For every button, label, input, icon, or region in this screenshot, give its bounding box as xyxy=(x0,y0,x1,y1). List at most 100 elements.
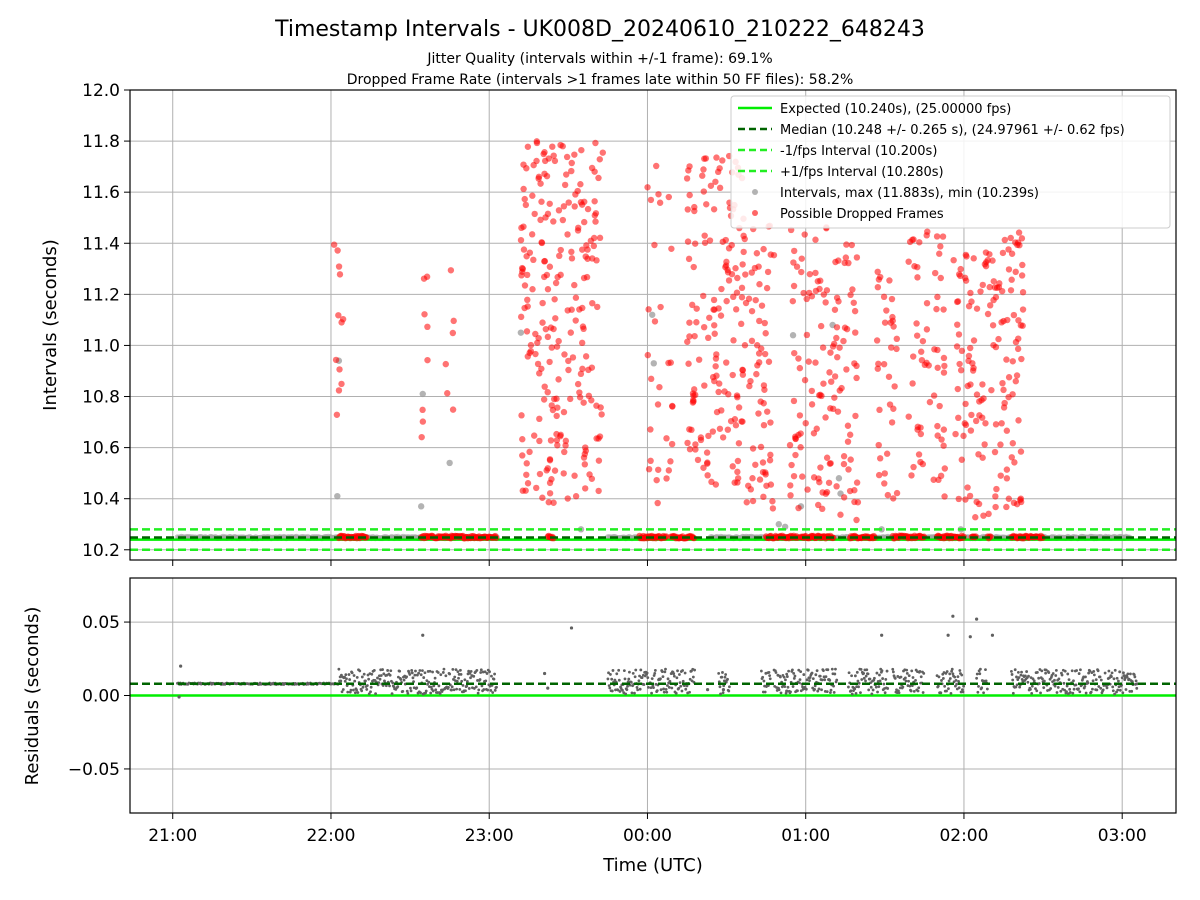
dropped-frame-point xyxy=(567,395,574,403)
residual-point xyxy=(413,673,417,677)
dropped-frame-point xyxy=(967,381,974,388)
dropped-frame-point xyxy=(970,255,977,262)
dropped-frame-point xyxy=(655,466,662,473)
residual-point xyxy=(1091,679,1095,683)
residual-point xyxy=(453,675,457,679)
residual-point xyxy=(1133,675,1137,679)
residual-point xyxy=(409,686,412,690)
residual-point xyxy=(623,677,627,681)
residual-point xyxy=(1040,669,1044,673)
dropped-frame-point xyxy=(554,442,561,449)
dropped-frame-point xyxy=(962,496,969,503)
dropped-frame-point xyxy=(1014,345,1022,353)
dropped-frame-point xyxy=(735,440,743,447)
residual-point xyxy=(1015,675,1018,679)
residual-point xyxy=(625,688,629,692)
residual-point xyxy=(426,682,429,686)
residual-point xyxy=(1011,678,1015,682)
residual-point xyxy=(663,670,667,674)
residual-point xyxy=(958,669,962,672)
dropped-frame-point xyxy=(1000,386,1007,394)
dropped-frame-point xyxy=(957,367,965,374)
dropped-frame-point xyxy=(800,289,807,297)
dropped-frame-point xyxy=(979,381,986,388)
residual-point xyxy=(897,691,901,695)
dropped-frame-point xyxy=(685,360,692,367)
dropped-frame-point xyxy=(962,400,969,408)
residual-point xyxy=(1077,672,1081,675)
dropped-frame-point xyxy=(769,505,777,512)
residual-point xyxy=(914,679,917,682)
residual-point xyxy=(718,685,722,689)
dropped-frame-point xyxy=(908,472,915,479)
residual-point xyxy=(1019,673,1023,677)
dropped-frame-point xyxy=(538,239,546,247)
dropped-frame-point xyxy=(702,155,710,162)
dropped-frame-point xyxy=(827,460,834,467)
dropped-frame-point xyxy=(806,270,814,278)
dropped-frame-point xyxy=(793,263,801,270)
residual-point xyxy=(871,688,875,692)
dropped-frame-point xyxy=(541,257,549,265)
dropped-frame-point xyxy=(875,360,882,368)
residual-point xyxy=(951,672,955,676)
dropped-frame-point xyxy=(564,231,571,238)
dropped-frame-point xyxy=(419,406,426,414)
residual-point xyxy=(467,687,471,690)
dropped-frame-point xyxy=(973,305,981,312)
dropped-frame-point xyxy=(544,210,552,218)
residual-point xyxy=(610,689,614,693)
residual-point xyxy=(961,690,965,694)
dropped-frame-point xyxy=(1003,356,1010,363)
dropped-frame-point xyxy=(526,448,533,456)
residual-point xyxy=(862,671,866,675)
dropped-frame-point xyxy=(1007,287,1015,294)
dropped-frame-point xyxy=(550,152,557,159)
dropped-frame-point xyxy=(757,443,765,451)
residual-point xyxy=(381,668,384,671)
dropped-frame-point xyxy=(796,412,804,419)
dropped-frame-point xyxy=(564,495,571,502)
dropped-frame-point xyxy=(749,445,757,452)
dropped-frame-point xyxy=(844,422,852,429)
dropped-frame-point xyxy=(831,306,839,313)
residual-point xyxy=(796,689,799,693)
interval-point xyxy=(649,311,656,318)
dropped-frame-point xyxy=(551,157,559,165)
dropped-frame-point xyxy=(568,306,575,313)
dropped-frame-point xyxy=(843,366,850,373)
dropped-frame-point xyxy=(334,247,341,254)
dropped-frame-point xyxy=(812,236,819,243)
dropped-frame-point xyxy=(576,306,583,313)
dropped-frame-point xyxy=(653,476,660,484)
residual-point xyxy=(957,680,960,683)
residual-point xyxy=(785,689,789,693)
dropped-frame-point xyxy=(823,488,831,496)
residual-point xyxy=(721,688,726,692)
dropped-frame-point xyxy=(888,419,896,426)
residual-point xyxy=(482,688,486,691)
dropped-frame-point xyxy=(741,235,748,243)
dropped-frame-point xyxy=(767,419,774,426)
dropped-frame-point xyxy=(913,332,921,339)
dropped-frame-point xyxy=(964,484,971,491)
dropped-frame-point xyxy=(569,354,577,361)
dropped-frame-point xyxy=(962,421,970,429)
dropped-frame-point xyxy=(852,329,859,336)
residual-point xyxy=(820,678,824,682)
residual-point xyxy=(1068,687,1072,691)
residual-point xyxy=(1070,669,1074,673)
dropped-frame-point xyxy=(755,410,762,417)
dropped-frame-point xyxy=(651,241,658,249)
residual-point xyxy=(813,684,817,688)
dropped-frame-point xyxy=(934,293,941,301)
residual-point xyxy=(1078,690,1082,694)
residual-point xyxy=(1098,675,1102,679)
residual-point xyxy=(808,679,811,682)
residual-point xyxy=(980,686,984,690)
dropped-frame-point xyxy=(589,255,596,262)
dropped-frame-point xyxy=(834,408,842,415)
residual-point xyxy=(608,686,612,690)
residual-point xyxy=(680,689,684,693)
dropped-frame-point xyxy=(1018,272,1026,279)
